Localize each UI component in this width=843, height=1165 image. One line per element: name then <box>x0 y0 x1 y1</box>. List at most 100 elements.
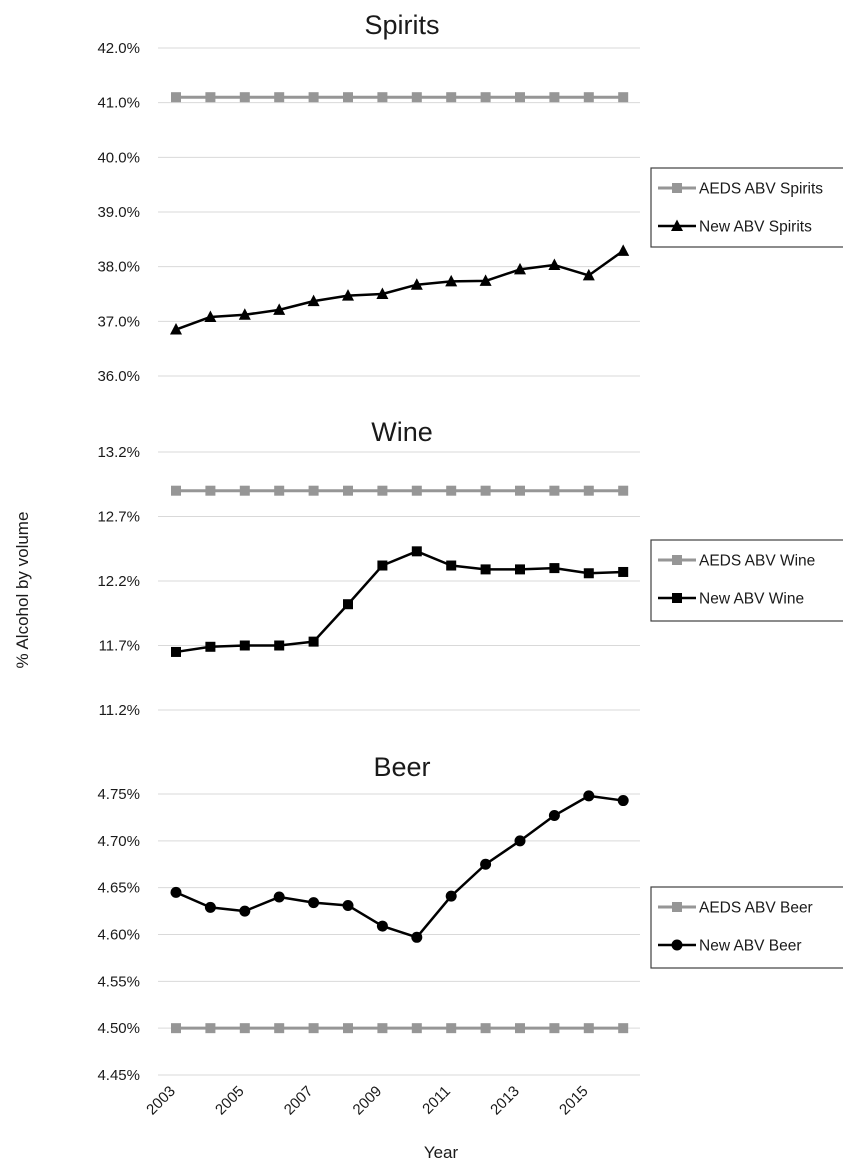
y-tick-label-wine: 12.2% <box>97 573 140 590</box>
x-tick-label: 2003 <box>143 1083 179 1119</box>
data-point-spirits-aeds <box>343 92 353 103</box>
data-point-wine-new <box>239 640 250 651</box>
x-tick-label: 2007 <box>281 1083 317 1119</box>
data-point-beer-aeds <box>239 1023 250 1034</box>
data-point-wine-aeds <box>618 485 629 496</box>
data-point-wine-new <box>171 646 181 657</box>
data-point-wine-aeds <box>583 485 594 496</box>
data-point-beer-new <box>239 905 251 917</box>
data-point-wine-aeds <box>411 485 422 496</box>
legend-spirits: AEDS ABV Spirits New ABV Spirits <box>650 167 843 248</box>
y-axis-title: % Alcohol by volume <box>13 512 32 669</box>
y-tick-label-beer: 4.50% <box>97 1020 140 1037</box>
x-tick-label: 2011 <box>419 1083 454 1118</box>
data-point-wine-aeds <box>274 485 285 496</box>
y-tick-label-beer: 4.45% <box>97 1067 140 1084</box>
data-point-beer-new <box>411 931 423 943</box>
legend-swatch-marker-wine <box>672 593 682 603</box>
series-line-beer-new <box>175 794 624 939</box>
data-point-wine-aeds <box>446 485 457 496</box>
legend-label-spirits: New ABV Spirits <box>699 219 812 236</box>
data-point-beer-aeds <box>377 1023 388 1034</box>
y-tick-label-wine: 13.2% <box>97 444 140 461</box>
panel-title-wine: Wine <box>371 417 433 447</box>
legend-label-wine: New ABV Wine <box>699 591 804 608</box>
legend-box-wine <box>650 539 843 622</box>
data-point-spirits-aeds <box>618 92 629 103</box>
x-axis-title: Year <box>424 1143 459 1162</box>
data-point-beer-aeds <box>618 1023 629 1034</box>
data-point-wine-new <box>308 636 319 647</box>
data-point-beer-aeds <box>274 1023 285 1034</box>
data-point-spirits-new <box>617 244 630 256</box>
data-point-wine-aeds <box>549 485 560 496</box>
data-point-beer-aeds <box>446 1023 457 1034</box>
data-point-beer-new <box>170 886 182 898</box>
legend-label-wine: AEDS ABV Wine <box>699 553 815 570</box>
data-point-spirits-new <box>410 278 423 290</box>
data-point-beer-aeds <box>205 1023 216 1034</box>
data-point-beer-new <box>376 920 388 932</box>
data-point-wine-new <box>515 564 525 575</box>
data-point-beer-aeds <box>549 1023 560 1034</box>
data-point-beer-aeds <box>411 1023 422 1034</box>
chart-panels: Spirits 36.0% 37.0% 38.0% 39.0% 40.0% 41.0% 42.… <box>97 10 843 1118</box>
y-tick-label-wine: 12.7% <box>97 509 140 526</box>
data-point-spirits-new <box>445 274 458 287</box>
y-tick-label-spirits: 40.0% <box>97 149 140 166</box>
x-tick-label: 2005 <box>212 1083 248 1119</box>
data-point-wine-new <box>446 560 457 571</box>
legend-swatch-marker-spirits <box>672 183 682 193</box>
data-point-beer-new <box>342 899 354 911</box>
data-point-wine-new <box>274 640 285 651</box>
data-point-spirits-new <box>479 274 492 286</box>
data-point-spirits-aeds <box>205 92 216 103</box>
data-point-beer-new <box>548 810 560 822</box>
data-point-spirits-new <box>238 308 251 320</box>
data-point-beer-new <box>445 890 457 902</box>
y-tick-label-beer: 4.65% <box>97 880 140 897</box>
legend-swatch-marker-spirits <box>671 219 683 231</box>
legend-box-beer <box>650 886 843 969</box>
legend-swatch-marker-wine <box>672 555 682 565</box>
data-point-spirits-new <box>548 258 561 271</box>
y-tick-label-spirits: 39.0% <box>97 204 140 221</box>
data-point-wine-aeds <box>308 485 319 496</box>
data-point-spirits-new <box>582 268 595 281</box>
data-point-beer-new <box>583 790 595 802</box>
data-point-spirits-aeds <box>583 92 594 103</box>
data-point-wine-new <box>205 641 216 652</box>
y-tick-label-beer: 4.70% <box>97 833 140 850</box>
panel-spirits: Spirits 36.0% 37.0% 38.0% 39.0% 40.0% 41.0% 42.… <box>97 10 843 385</box>
series-line-spirits-new <box>175 249 624 331</box>
y-tick-label-beer: 4.55% <box>97 973 140 990</box>
data-point-spirits-aeds <box>377 92 388 103</box>
data-point-spirits-new <box>170 323 182 335</box>
x-tick-label: 2009 <box>350 1083 386 1119</box>
data-point-wine-new <box>583 568 594 579</box>
data-point-beer-aeds <box>343 1023 353 1034</box>
legend-swatch-marker-beer <box>671 939 683 951</box>
data-point-beer-new <box>204 901 216 913</box>
data-point-wine-aeds <box>480 485 491 496</box>
data-point-spirits-aeds <box>171 92 181 103</box>
data-point-beer-aeds <box>583 1023 594 1034</box>
panel-title-spirits: Spirits <box>364 10 439 40</box>
data-point-beer-new <box>480 858 492 870</box>
data-point-spirits-new <box>307 294 320 307</box>
data-point-spirits-new <box>514 262 526 275</box>
legend-swatch-marker-beer <box>672 902 682 912</box>
y-tick-label-spirits: 38.0% <box>97 259 140 276</box>
data-point-wine-new <box>549 563 560 574</box>
data-point-wine-aeds <box>239 485 250 496</box>
data-point-wine-aeds <box>171 485 181 496</box>
legend-wine: AEDS ABV Wine New ABV Wine <box>650 539 843 622</box>
data-point-wine-new <box>480 564 491 575</box>
panel-beer: Beer 4.45% 4.50% 4.55% 4.60% 4.65% 4.70% 4.75% 2… <box>97 752 843 1118</box>
panel-title-beer: Beer <box>373 752 430 782</box>
data-point-beer-aeds <box>171 1023 181 1034</box>
x-tick-label: 2015 <box>556 1083 592 1119</box>
legend-label-spirits: AEDS ABV Spirits <box>699 181 823 198</box>
data-point-wine-new <box>411 546 422 557</box>
